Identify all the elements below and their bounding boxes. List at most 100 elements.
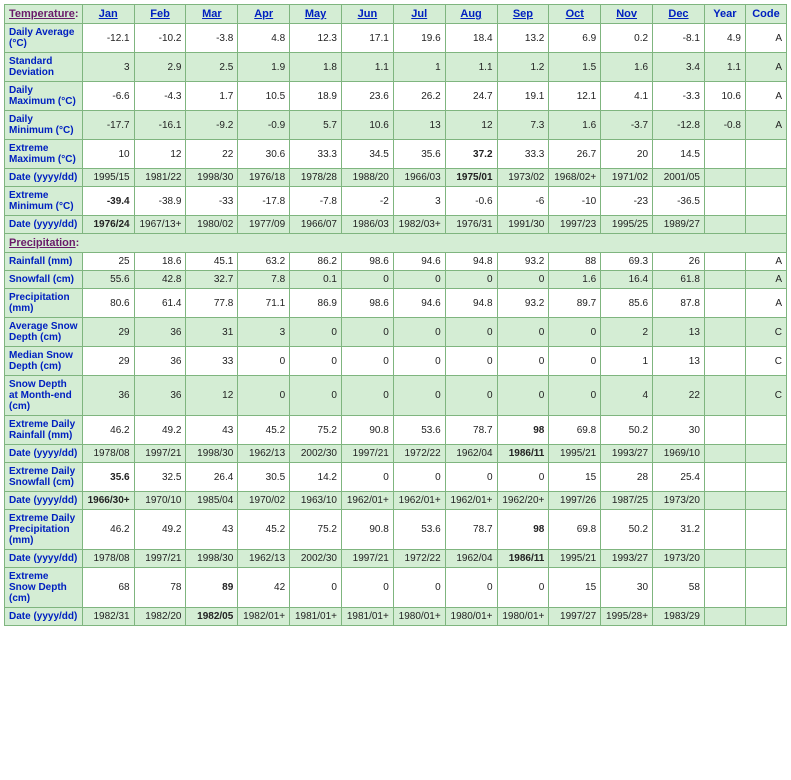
cell: 1982/31: [82, 608, 134, 626]
month-link-may[interactable]: May: [305, 8, 326, 20]
cell: 12: [134, 140, 186, 169]
cell: 0: [341, 271, 393, 289]
col-mar[interactable]: Mar: [186, 5, 238, 24]
col-dec[interactable]: Dec: [653, 5, 705, 24]
col-jul[interactable]: Jul: [393, 5, 445, 24]
col-code: Code: [745, 5, 786, 24]
month-link-mar[interactable]: Mar: [202, 8, 222, 20]
month-link-jun[interactable]: Jun: [358, 8, 378, 20]
table-row: Date (yyyy/dd)1982/311982/201982/051982/…: [5, 608, 787, 626]
cell: [745, 445, 786, 463]
month-link-dec[interactable]: Dec: [668, 8, 688, 20]
cell: 1982/05: [186, 608, 238, 626]
cell: 4.8: [238, 24, 290, 53]
cell: C: [745, 376, 786, 416]
cell: 1986/11: [497, 550, 549, 568]
cell: -3.7: [601, 111, 653, 140]
col-apr[interactable]: Apr: [238, 5, 290, 24]
cell: 1966/07: [290, 216, 342, 234]
cell: 0: [445, 318, 497, 347]
cell: 86.9: [290, 289, 342, 318]
cell: 1976/18: [238, 169, 290, 187]
cell: 1.1: [341, 53, 393, 82]
row-label: Daily Average (°C): [5, 24, 83, 53]
cell: 12: [186, 376, 238, 416]
table-row: Date (yyyy/dd)1976/241967/13+1980/021977…: [5, 216, 787, 234]
cell: 0: [341, 568, 393, 608]
cell: 0: [445, 463, 497, 492]
cell: 36: [134, 318, 186, 347]
cell: 46.2: [82, 510, 134, 550]
month-link-sep[interactable]: Sep: [513, 8, 533, 20]
cell: 1.1: [445, 53, 497, 82]
cell: 25.4: [653, 463, 705, 492]
cell: 0: [393, 463, 445, 492]
cell: 36: [134, 376, 186, 416]
cell: [704, 318, 745, 347]
month-link-jul[interactable]: Jul: [411, 8, 427, 20]
section-header-temperature[interactable]: Temperature:: [5, 5, 83, 24]
month-link-feb[interactable]: Feb: [150, 8, 170, 20]
col-nov[interactable]: Nov: [601, 5, 653, 24]
month-link-apr[interactable]: Apr: [254, 8, 273, 20]
row-label: Date (yyyy/dd): [5, 216, 83, 234]
cell: 1978/28: [290, 169, 342, 187]
cell: 10.6: [704, 82, 745, 111]
col-year: Year: [704, 5, 745, 24]
cell: 23.6: [341, 82, 393, 111]
row-label: Snowfall (cm): [5, 271, 83, 289]
cell: 1971/02: [601, 169, 653, 187]
month-link-oct[interactable]: Oct: [566, 8, 584, 20]
month-link-jan[interactable]: Jan: [99, 8, 118, 20]
table-row: Date (yyyy/dd)1978/081997/211998/301962/…: [5, 445, 787, 463]
row-label: Extreme Daily Precipitation (mm): [5, 510, 83, 550]
col-oct[interactable]: Oct: [549, 5, 601, 24]
cell: 1982/20: [134, 608, 186, 626]
table-row: Extreme Daily Snowfall (cm)35.632.526.43…: [5, 463, 787, 492]
row-label: Extreme Maximum (°C): [5, 140, 83, 169]
cell: 88: [549, 253, 601, 271]
cell: A: [745, 271, 786, 289]
cell: 31: [186, 318, 238, 347]
col-jan[interactable]: Jan: [82, 5, 134, 24]
cell: 2.5: [186, 53, 238, 82]
table-body: Daily Average (°C)-12.1-10.2-3.84.812.31…: [5, 24, 787, 626]
cell: 1989/27: [653, 216, 705, 234]
cell: 1981/01+: [341, 608, 393, 626]
cell: -36.5: [653, 187, 705, 216]
col-jun[interactable]: Jun: [341, 5, 393, 24]
cell: 1980/01+: [497, 608, 549, 626]
cell: 13: [653, 318, 705, 347]
cell: [745, 216, 786, 234]
cell: 16.4: [601, 271, 653, 289]
cell: 0: [393, 271, 445, 289]
table-row: Daily Minimum (°C)-17.7-16.1-9.2-0.95.71…: [5, 111, 787, 140]
cell: [745, 550, 786, 568]
col-may[interactable]: May: [290, 5, 342, 24]
cell: 18.4: [445, 24, 497, 53]
cell: 87.8: [653, 289, 705, 318]
cell: 35.6: [82, 463, 134, 492]
col-feb[interactable]: Feb: [134, 5, 186, 24]
row-label: Date (yyyy/dd): [5, 445, 83, 463]
month-link-aug[interactable]: Aug: [460, 8, 481, 20]
row-label: Daily Maximum (°C): [5, 82, 83, 111]
cell: 49.2: [134, 510, 186, 550]
cell: 1966/03: [393, 169, 445, 187]
cell: 45.2: [238, 416, 290, 445]
cell: 63.2: [238, 253, 290, 271]
row-label: Daily Minimum (°C): [5, 111, 83, 140]
col-aug[interactable]: Aug: [445, 5, 497, 24]
temperature-link[interactable]: Temperature: [9, 8, 75, 20]
cell: 13: [653, 347, 705, 376]
col-sep[interactable]: Sep: [497, 5, 549, 24]
cell: 98: [497, 416, 549, 445]
cell: 0: [549, 347, 601, 376]
month-link-nov[interactable]: Nov: [616, 8, 637, 20]
precipitation-link[interactable]: Precipitation: [9, 237, 76, 249]
row-label: Standard Deviation: [5, 53, 83, 82]
cell: 26.7: [549, 140, 601, 169]
cell: 1987/25: [601, 492, 653, 510]
cell: 26.4: [186, 463, 238, 492]
section-header-precipitation[interactable]: Precipitation:: [5, 234, 787, 253]
